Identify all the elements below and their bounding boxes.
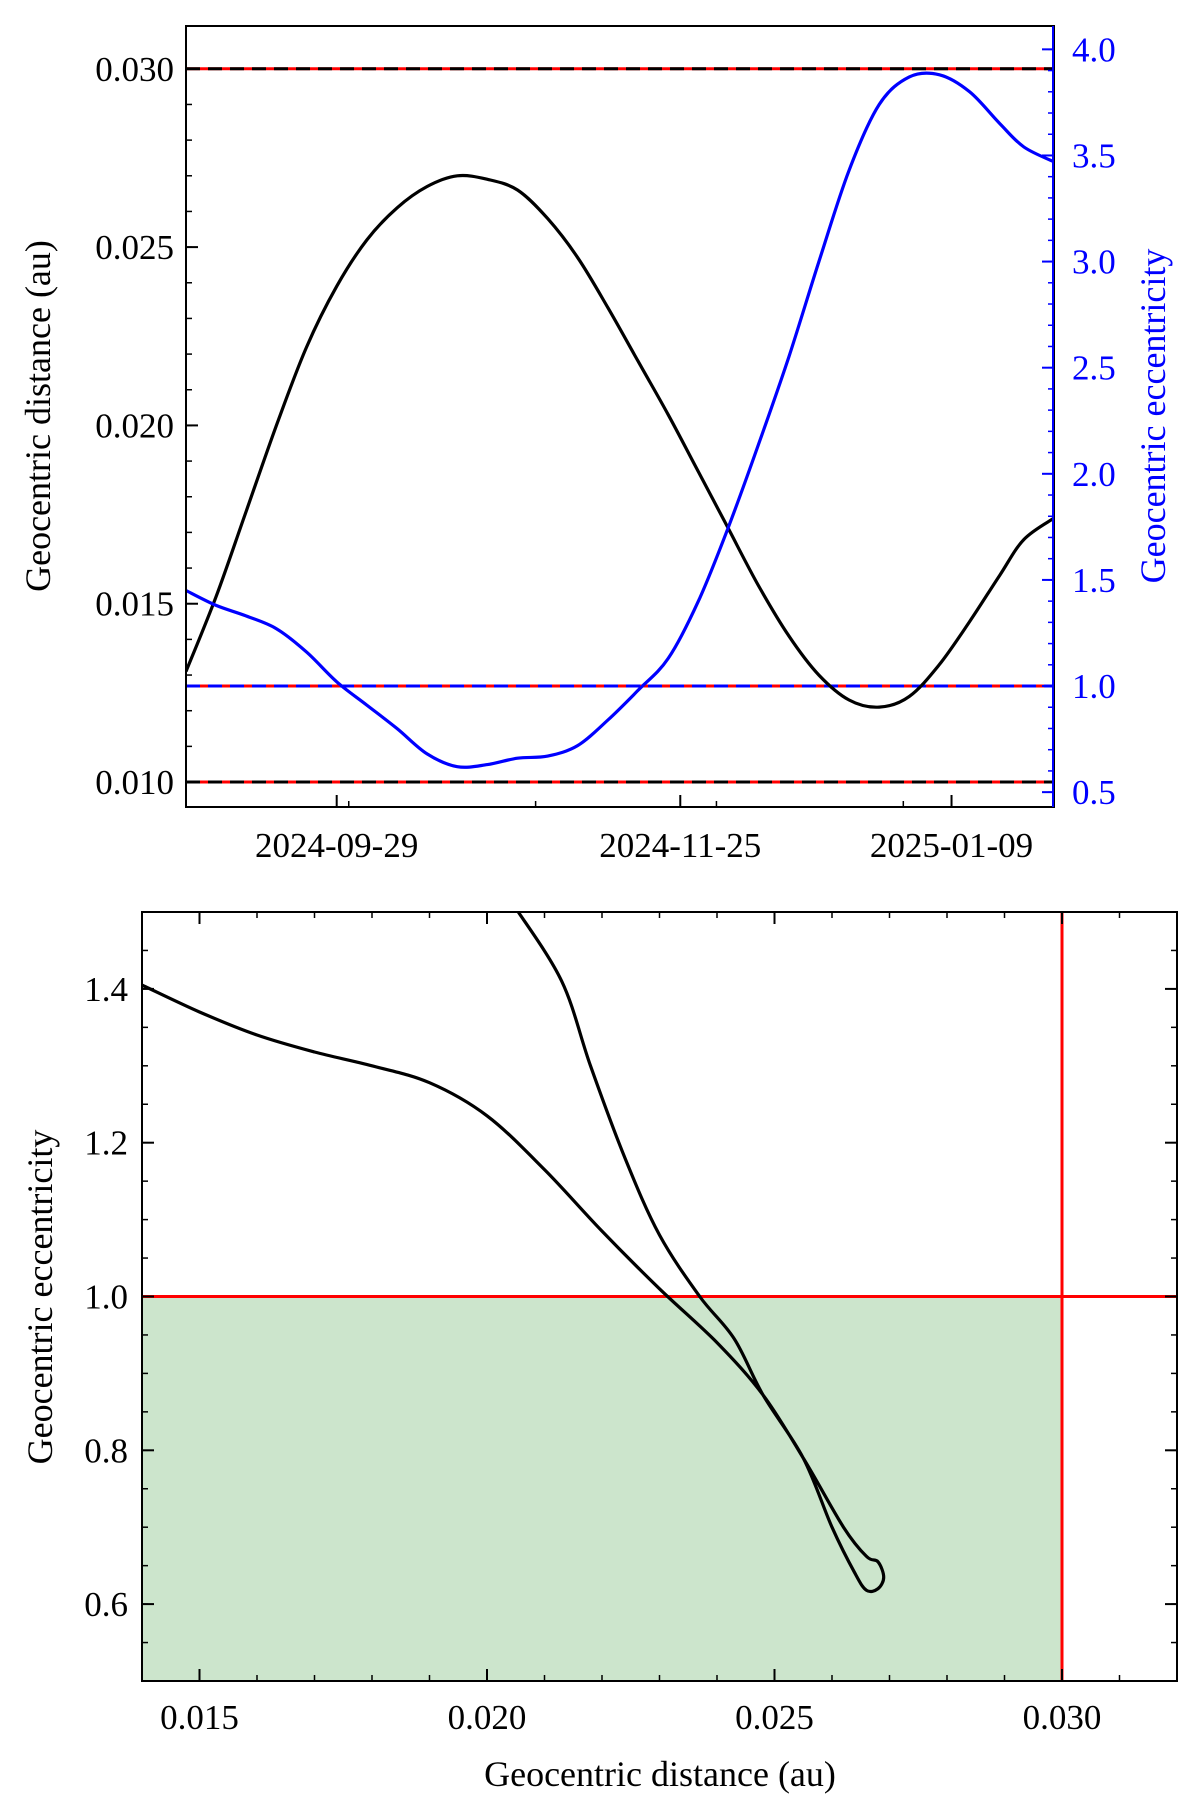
bottom-axis-ticks: 0.015 0.020 0.025 0.030 0.6 0.8 1.0 1.2 1.4 [84,911,1178,1737]
x-tick-label: 2024-09-29 [255,826,418,865]
bottom-x-tick-label: 0.025 [735,1698,814,1737]
right-y-tick-label: 1.0 [1072,667,1116,706]
x-tick-label: 2024-11-25 [599,826,761,865]
bottom-y-tick-label: 0.8 [84,1431,128,1470]
left-y-tick-label: 0.010 [95,763,174,802]
right-y-tick-label: 4.0 [1072,30,1116,69]
bottom-x-tick-label: 0.020 [448,1698,527,1737]
bottom-y-axis-title: Geocentric eccentricity [20,1130,60,1465]
bottom-x-axis-title: Geocentric distance (au) [484,1754,836,1794]
right-y-tick-label: 3.0 [1072,243,1116,282]
top-right-axis-spine [1052,26,1054,807]
trajectory-curve [142,912,886,1594]
eccentricity-vs-distance-chart: 0.015 0.020 0.025 0.030 0.6 0.8 1.0 1.2 1.4 Geoc… [20,911,1178,1794]
top-axis-ticks: 0.010 0.015 0.020 0.025 0.030 0.5 1.0 1.5 2.0 2.5… [95,30,1116,865]
bound-region-shading [142,1296,1062,1681]
left-y-tick-label: 0.020 [95,406,174,445]
right-y-tick-label: 2.5 [1072,349,1116,388]
geocentric-distance-series-line [186,173,1054,709]
left-y-tick-label: 0.030 [95,50,174,89]
right-y-tick-label: 0.5 [1072,773,1116,812]
bottom-x-tick-label: 0.030 [1023,1698,1102,1737]
x-tick-label: 2025-01-09 [870,826,1033,865]
bottom-x-tick-label: 0.015 [160,1698,239,1737]
top-y-axis-title: Geocentric distance (au) [18,240,58,592]
bottom-y-tick-label: 1.0 [84,1278,128,1317]
left-y-tick-label: 0.015 [95,585,174,624]
right-y-tick-label: 2.0 [1072,455,1116,494]
bottom-y-tick-label: 0.6 [84,1585,128,1624]
geocentric-eccentricity-series-line [186,71,1054,769]
top-plot-frame [185,25,1055,808]
left-y-tick-label: 0.025 [95,228,174,267]
top-y2-axis-title: Geocentric eccentricity [1133,249,1173,584]
right-y-tick-label: 3.5 [1072,136,1116,175]
top-reference-lines [186,67,1054,784]
bottom-y-tick-label: 1.4 [84,970,128,1009]
distance-eccentricity-time-chart: 0.010 0.015 0.020 0.025 0.030 0.5 1.0 1.5 2.0 2.5… [18,25,1173,865]
bottom-y-tick-label: 1.2 [84,1124,128,1163]
right-y-tick-label: 1.5 [1072,561,1116,600]
